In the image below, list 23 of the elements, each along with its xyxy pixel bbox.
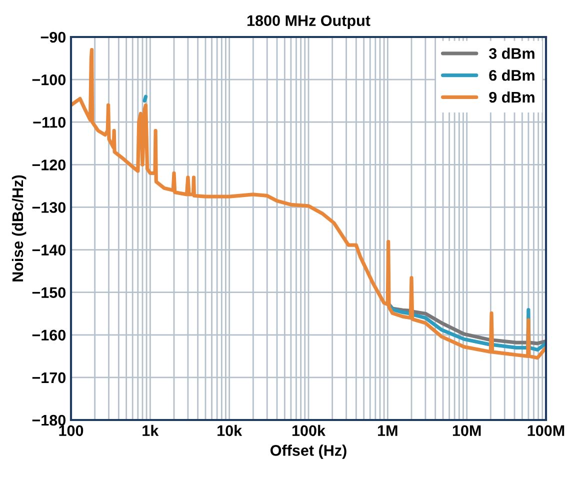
x-tick-label: 10M bbox=[452, 425, 481, 436]
chart-title: 1800 MHz Output bbox=[248, 15, 370, 30]
y-tick-label: −150 bbox=[32, 287, 66, 298]
x-tick-label: 100M bbox=[528, 425, 564, 436]
y-tick-label: −110 bbox=[33, 116, 66, 128]
y-tick-label: −100 bbox=[32, 74, 66, 86]
legend-label: 6 dBm bbox=[489, 70, 534, 81]
y-axis-title: Noise (dBc/Hz) bbox=[12, 175, 26, 282]
legend-label: 9 dBm bbox=[489, 91, 534, 103]
y-tick-label: −140 bbox=[32, 244, 66, 256]
y-tick-label: −160 bbox=[32, 330, 66, 341]
y-tick-label: −120 bbox=[32, 160, 66, 170]
x-tick-label: 10k bbox=[218, 424, 242, 436]
y-tick-label: −90 bbox=[40, 32, 66, 43]
x-tick-label: 1M bbox=[378, 425, 398, 436]
x-tick-label: 100 bbox=[59, 425, 84, 436]
x-axis-title: Offset (Hz) bbox=[270, 444, 346, 459]
y-tick-label: −170 bbox=[32, 372, 66, 384]
legend-label: 3 dBm bbox=[488, 48, 534, 59]
x-tick-label: 100k bbox=[292, 424, 326, 436]
x-tick-label: 1k bbox=[142, 424, 159, 436]
y-tick-label: −180 bbox=[32, 414, 66, 426]
y-tick-label: −130 bbox=[32, 202, 66, 213]
